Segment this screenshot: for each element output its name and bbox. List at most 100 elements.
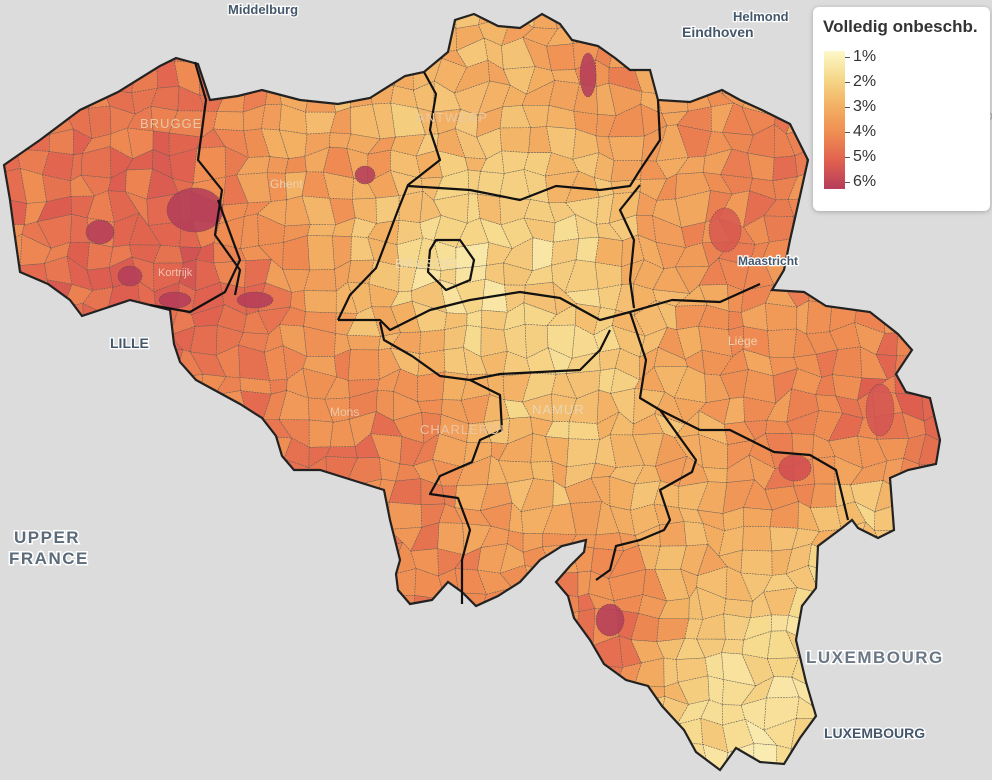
municipality-polygon[interactable] xyxy=(479,502,513,531)
municipality-polygon[interactable] xyxy=(136,455,159,486)
municipality-polygon[interactable] xyxy=(135,0,158,23)
municipality-polygon[interactable] xyxy=(16,333,49,360)
municipality-polygon[interactable] xyxy=(16,703,50,730)
municipality-polygon[interactable] xyxy=(70,153,83,182)
municipality-polygon[interactable] xyxy=(242,104,266,132)
municipality-polygon[interactable] xyxy=(530,461,554,482)
municipality-polygon[interactable] xyxy=(82,642,107,659)
municipality-polygon[interactable] xyxy=(420,503,446,528)
municipality-polygon[interactable] xyxy=(938,372,964,401)
municipality-polygon[interactable] xyxy=(284,156,307,174)
municipality-polygon[interactable] xyxy=(499,127,531,153)
municipality-polygon[interactable] xyxy=(390,633,422,660)
municipality-polygon[interactable] xyxy=(238,332,269,353)
municipality-polygon[interactable] xyxy=(654,568,690,602)
municipality-polygon[interactable] xyxy=(543,718,580,744)
municipality-polygon[interactable] xyxy=(608,82,643,117)
municipality-polygon[interactable] xyxy=(698,398,731,425)
municipality-polygon[interactable] xyxy=(0,304,23,337)
municipality-polygon[interactable] xyxy=(238,419,264,438)
municipality-polygon[interactable] xyxy=(747,152,775,182)
municipality-polygon[interactable] xyxy=(437,548,465,577)
municipality-polygon[interactable] xyxy=(190,21,215,39)
municipality-polygon[interactable] xyxy=(308,397,334,423)
municipality-polygon[interactable] xyxy=(235,526,260,556)
municipality-polygon[interactable] xyxy=(744,420,768,441)
municipality-polygon[interactable] xyxy=(286,767,302,780)
municipality-polygon[interactable] xyxy=(87,592,115,617)
municipality-polygon[interactable] xyxy=(107,353,138,381)
municipality-polygon[interactable] xyxy=(0,333,23,360)
municipality-polygon[interactable] xyxy=(806,214,835,243)
municipality-polygon[interactable] xyxy=(831,278,865,312)
municipality-polygon[interactable] xyxy=(333,588,360,622)
municipality-polygon[interactable] xyxy=(466,610,482,641)
municipality-polygon[interactable] xyxy=(136,483,152,512)
municipality-polygon[interactable] xyxy=(610,388,636,425)
municipality-polygon[interactable] xyxy=(258,631,294,668)
municipality-polygon[interactable] xyxy=(2,110,22,134)
municipality-polygon[interactable] xyxy=(16,455,44,492)
municipality-polygon[interactable] xyxy=(328,58,356,87)
municipality-polygon[interactable] xyxy=(855,278,885,311)
municipality-polygon[interactable] xyxy=(523,302,558,326)
municipality-polygon[interactable] xyxy=(630,639,665,664)
municipality-polygon[interactable] xyxy=(238,344,270,381)
municipality-polygon[interactable] xyxy=(899,674,921,712)
municipality-polygon[interactable] xyxy=(322,171,354,200)
municipality-polygon[interactable] xyxy=(300,731,335,757)
municipality-polygon[interactable] xyxy=(178,0,202,29)
municipality-polygon[interactable] xyxy=(723,396,745,425)
municipality-polygon[interactable] xyxy=(168,110,206,138)
municipality-polygon[interactable] xyxy=(64,394,96,417)
municipality-polygon[interactable] xyxy=(40,455,71,493)
municipality-polygon[interactable] xyxy=(87,501,110,536)
municipality-polygon[interactable] xyxy=(265,37,284,74)
municipality-polygon[interactable] xyxy=(410,14,446,52)
municipality-polygon[interactable] xyxy=(480,326,508,358)
municipality-polygon[interactable] xyxy=(609,411,634,436)
municipality-polygon[interactable] xyxy=(663,657,679,688)
municipality-polygon[interactable] xyxy=(198,478,216,514)
municipality-polygon[interactable] xyxy=(634,300,668,337)
municipality-polygon[interactable] xyxy=(60,633,95,663)
municipality-polygon[interactable] xyxy=(125,347,149,376)
municipality-polygon[interactable] xyxy=(498,677,530,709)
municipality-polygon[interactable] xyxy=(242,700,270,730)
municipality-polygon[interactable] xyxy=(659,521,687,547)
municipality-polygon[interactable] xyxy=(257,213,286,247)
municipality-polygon[interactable] xyxy=(550,661,570,690)
municipality-polygon[interactable] xyxy=(564,462,596,489)
municipality-polygon[interactable] xyxy=(246,608,260,642)
municipality-polygon[interactable] xyxy=(59,47,94,70)
municipality-polygon[interactable] xyxy=(239,550,263,568)
municipality-polygon[interactable] xyxy=(93,768,118,780)
municipality-polygon[interactable] xyxy=(366,764,398,780)
municipality-polygon[interactable] xyxy=(133,741,152,776)
municipality-polygon[interactable] xyxy=(189,325,218,356)
municipality-polygon[interactable] xyxy=(17,84,44,112)
municipality-polygon[interactable] xyxy=(656,173,677,201)
municipality-polygon[interactable] xyxy=(108,550,139,581)
municipality-polygon[interactable] xyxy=(177,85,206,112)
municipality-polygon[interactable] xyxy=(60,592,96,614)
municipality-polygon[interactable] xyxy=(946,263,968,292)
municipality-polygon[interactable] xyxy=(680,544,709,577)
municipality-polygon[interactable] xyxy=(926,478,954,510)
municipality-polygon[interactable] xyxy=(721,58,755,95)
municipality-polygon[interactable] xyxy=(530,433,553,463)
municipality-polygon[interactable] xyxy=(377,368,401,392)
municipality-polygon[interactable] xyxy=(638,594,668,620)
municipality-polygon[interactable] xyxy=(571,696,598,727)
municipality-polygon[interactable] xyxy=(393,744,416,774)
municipality-polygon[interactable] xyxy=(928,719,951,752)
municipality-polygon[interactable] xyxy=(256,498,293,531)
municipality-polygon[interactable] xyxy=(150,676,183,709)
municipality-polygon[interactable] xyxy=(329,198,356,226)
municipality-polygon[interactable] xyxy=(303,684,334,712)
municipality-polygon[interactable] xyxy=(594,748,621,770)
municipality-polygon[interactable] xyxy=(222,174,249,206)
municipality-polygon[interactable] xyxy=(59,432,89,470)
municipality-polygon[interactable] xyxy=(19,573,50,598)
